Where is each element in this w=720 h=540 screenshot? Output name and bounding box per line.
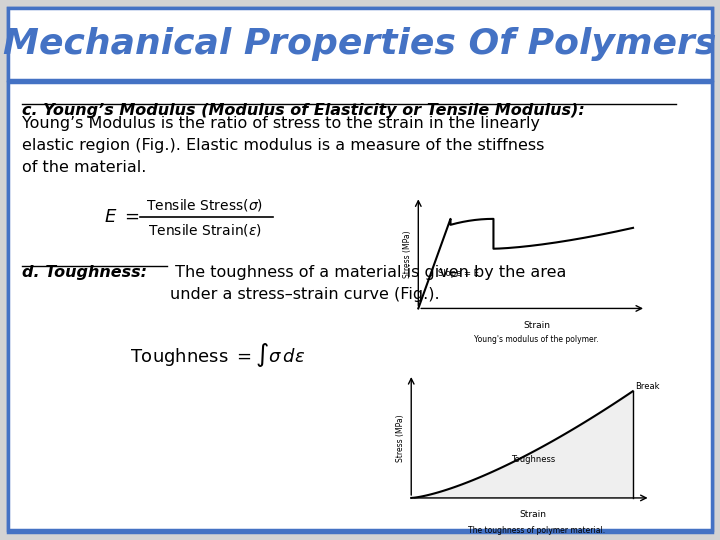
FancyBboxPatch shape bbox=[8, 8, 712, 532]
Text: Tensile Strain$(\varepsilon)$: Tensile Strain$(\varepsilon)$ bbox=[148, 222, 262, 238]
Text: Stress (MPa): Stress (MPa) bbox=[396, 414, 405, 462]
Text: Toughness $= \int \sigma\, d\varepsilon$: Toughness $= \int \sigma\, d\varepsilon$ bbox=[130, 341, 305, 369]
Text: Slope = E: Slope = E bbox=[438, 269, 479, 278]
Text: Stress (MPa): Stress (MPa) bbox=[403, 230, 412, 278]
FancyBboxPatch shape bbox=[8, 82, 712, 530]
Text: Strain: Strain bbox=[520, 510, 546, 519]
Text: Strain: Strain bbox=[523, 321, 550, 330]
Text: $E\ =$: $E\ =$ bbox=[104, 208, 140, 226]
Text: Toughness: Toughness bbox=[511, 455, 555, 464]
Text: Young's modulus of the polymer.: Young's modulus of the polymer. bbox=[474, 335, 598, 344]
FancyBboxPatch shape bbox=[8, 8, 712, 80]
Text: The toughness of a material is given by the area
under a stress–strain curve (Fi: The toughness of a material is given by … bbox=[170, 265, 567, 302]
Text: d. Toughness:: d. Toughness: bbox=[22, 265, 147, 280]
Text: The toughness of polymer material.: The toughness of polymer material. bbox=[468, 526, 605, 535]
Text: Tensile Stress$(\sigma)$: Tensile Stress$(\sigma)$ bbox=[146, 197, 264, 213]
Text: Young’s Modulus is the ratio of stress to the strain in the linearly
elastic reg: Young’s Modulus is the ratio of stress t… bbox=[22, 116, 544, 176]
Text: Mechanical Properties Of Polymers: Mechanical Properties Of Polymers bbox=[4, 27, 716, 61]
Text: c. Young’s Modulus (Modulus of Elasticity or Tensile Modulus):: c. Young’s Modulus (Modulus of Elasticit… bbox=[22, 103, 585, 118]
Text: Break: Break bbox=[635, 382, 660, 391]
